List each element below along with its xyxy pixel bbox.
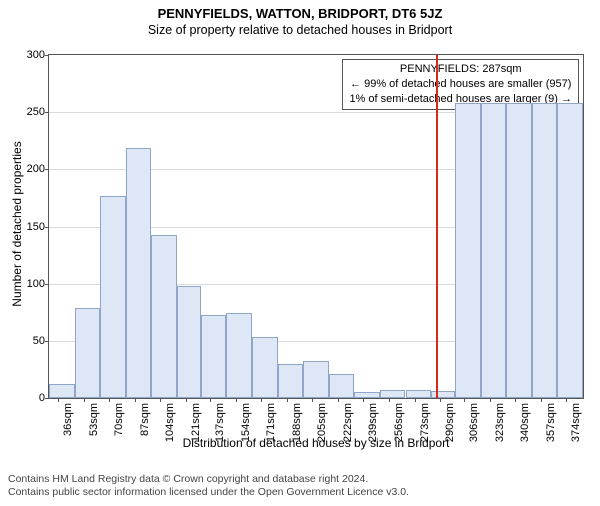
xtick-mark [312, 398, 313, 402]
xtick-label: 53sqm [88, 403, 100, 436]
ytick-mark [45, 169, 49, 170]
histogram-bar [481, 103, 507, 398]
xtick-label: 188sqm [291, 403, 303, 442]
xtick-mark [490, 398, 491, 402]
histogram-bar [226, 313, 252, 398]
xtick-label: 357sqm [545, 403, 557, 442]
histogram-bar [151, 235, 177, 398]
histogram-bar [557, 103, 583, 398]
callout-line-2: ← 99% of detached houses are smaller (95… [349, 77, 572, 92]
xtick-mark [541, 398, 542, 402]
xtick-mark [160, 398, 161, 402]
xtick-mark [261, 398, 262, 402]
ytick-label: 0 [39, 392, 45, 404]
xtick-mark [210, 398, 211, 402]
histogram-bar [506, 103, 532, 398]
ytick-mark [45, 55, 49, 56]
histogram-bar [100, 196, 126, 398]
xtick-label: 374sqm [570, 403, 582, 442]
ytick-mark [45, 341, 49, 342]
histogram-bar [126, 148, 152, 398]
plot-area: Distribution of detached houses by size … [48, 54, 584, 399]
ytick-label: 200 [27, 163, 45, 175]
histogram-bar [303, 361, 329, 398]
xtick-label: 239sqm [367, 403, 379, 442]
xtick-mark [186, 398, 187, 402]
xtick-label: 87sqm [139, 403, 151, 436]
ytick-mark [45, 398, 49, 399]
xtick-label: 340sqm [519, 403, 531, 442]
histogram-bar [329, 374, 355, 398]
highlight-line [436, 55, 438, 398]
xtick-label: 70sqm [113, 403, 125, 436]
ytick-label: 300 [27, 49, 45, 61]
callout-line-1: PENNYFIELDS: 287sqm [349, 62, 572, 77]
xtick-mark [236, 398, 237, 402]
xtick-mark [338, 398, 339, 402]
chart-container: Number of detached properties Distributi… [0, 44, 600, 444]
xtick-label: 205sqm [316, 403, 328, 442]
xtick-mark [135, 398, 136, 402]
xtick-label: 256sqm [393, 403, 405, 442]
histogram-bar [201, 315, 227, 398]
xtick-mark [415, 398, 416, 402]
xtick-label: 104sqm [164, 403, 176, 442]
xtick-label: 222sqm [342, 403, 354, 442]
chart-title-main: PENNYFIELDS, WATTON, BRIDPORT, DT6 5JZ [0, 6, 600, 21]
ytick-mark [45, 112, 49, 113]
xtick-label: 273sqm [419, 403, 431, 442]
xtick-mark [515, 398, 516, 402]
ytick-label: 250 [27, 106, 45, 118]
ytick-mark [45, 227, 49, 228]
xtick-label: 323sqm [494, 403, 506, 442]
xtick-mark [440, 398, 441, 402]
xtick-label: 171sqm [265, 403, 277, 442]
xtick-mark [109, 398, 110, 402]
histogram-bar [252, 337, 278, 398]
xtick-mark [389, 398, 390, 402]
ytick-label: 50 [33, 335, 45, 347]
footer-line-1: Contains HM Land Registry data © Crown c… [8, 473, 409, 487]
histogram-bar [380, 390, 406, 398]
xtick-label: 306sqm [468, 403, 480, 442]
xtick-label: 121sqm [190, 403, 202, 442]
chart-title-sub: Size of property relative to detached ho… [0, 23, 600, 37]
ytick-label: 150 [27, 221, 45, 233]
xtick-mark [566, 398, 567, 402]
xtick-mark [287, 398, 288, 402]
xtick-label: 290sqm [444, 403, 456, 442]
histogram-bar [177, 286, 201, 398]
histogram-bar [75, 308, 101, 398]
histogram-bar [354, 392, 380, 398]
xtick-label: 137sqm [214, 403, 226, 442]
histogram-bar [406, 390, 432, 398]
histogram-bar [49, 384, 75, 398]
xtick-mark [464, 398, 465, 402]
histogram-bar [278, 364, 304, 398]
xtick-mark [84, 398, 85, 402]
footer-attribution: Contains HM Land Registry data © Crown c… [8, 473, 409, 500]
histogram-bar [455, 103, 481, 398]
y-axis-label: Number of detached properties [10, 141, 24, 306]
xtick-label: 154sqm [240, 403, 252, 442]
xtick-label: 36sqm [62, 403, 74, 436]
histogram-bar [532, 103, 558, 398]
xtick-mark [363, 398, 364, 402]
xtick-mark [58, 398, 59, 402]
ytick-mark [45, 284, 49, 285]
footer-line-2: Contains public sector information licen… [8, 486, 409, 500]
callout-box: PENNYFIELDS: 287sqm ← 99% of detached ho… [342, 59, 579, 110]
ytick-label: 100 [27, 278, 45, 290]
